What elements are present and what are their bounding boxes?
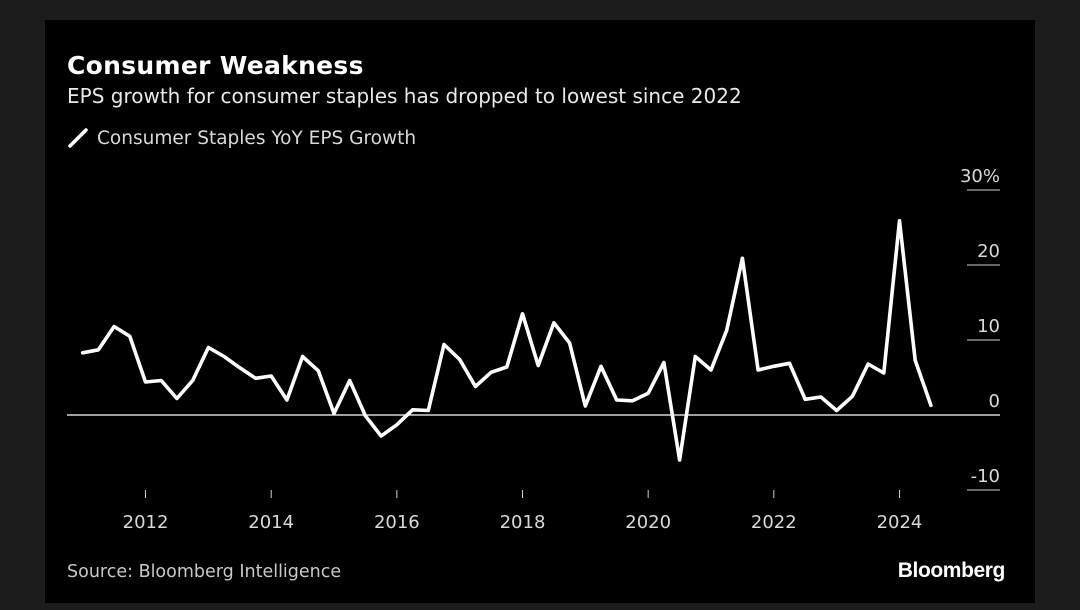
source-note: Source: Bloomberg Intelligence	[67, 562, 342, 582]
x-tick-label: 2016	[374, 512, 420, 533]
y-tick-label: -10	[971, 466, 1000, 487]
x-tick-label: 2014	[248, 512, 294, 533]
chart-title: Consumer Weakness	[67, 51, 364, 80]
y-axis: -10 0 10 20 30%	[960, 166, 1000, 491]
legend-line-icon	[68, 128, 88, 148]
x-tick-label: 2012	[123, 512, 169, 533]
x-tick-label: 2020	[625, 512, 671, 533]
x-tick-label: 2024	[877, 512, 923, 533]
series-line-consumer-staples-eps-growth	[80, 219, 933, 462]
legend: Consumer Staples YoY EPS Growth	[67, 127, 416, 149]
x-tick-label: 2018	[500, 512, 546, 533]
chart-subtitle: EPS growth for consumer staples has drop…	[67, 84, 742, 108]
y-tick-label: 30%	[960, 166, 1000, 187]
line-chart: -10 0 10 20 30% 2012 2014 2016 2018 2020 2022 2024	[67, 166, 1000, 533]
x-axis: 2012 2014 2016 2018 2020 2022 2024	[123, 490, 923, 533]
y-tick-label: 20	[977, 241, 1000, 262]
chart-card: -10 0 10 20 30% 2012 2014 2016 2018 2020 2022 2024…	[45, 20, 1035, 603]
y-tick-label: 0	[989, 391, 1000, 412]
legend-label: Consumer Staples YoY EPS Growth	[97, 127, 417, 149]
x-tick-label: 2022	[751, 512, 797, 533]
bloomberg-logo: Bloomberg	[897, 559, 1006, 582]
y-tick-label: 10	[977, 316, 1000, 337]
